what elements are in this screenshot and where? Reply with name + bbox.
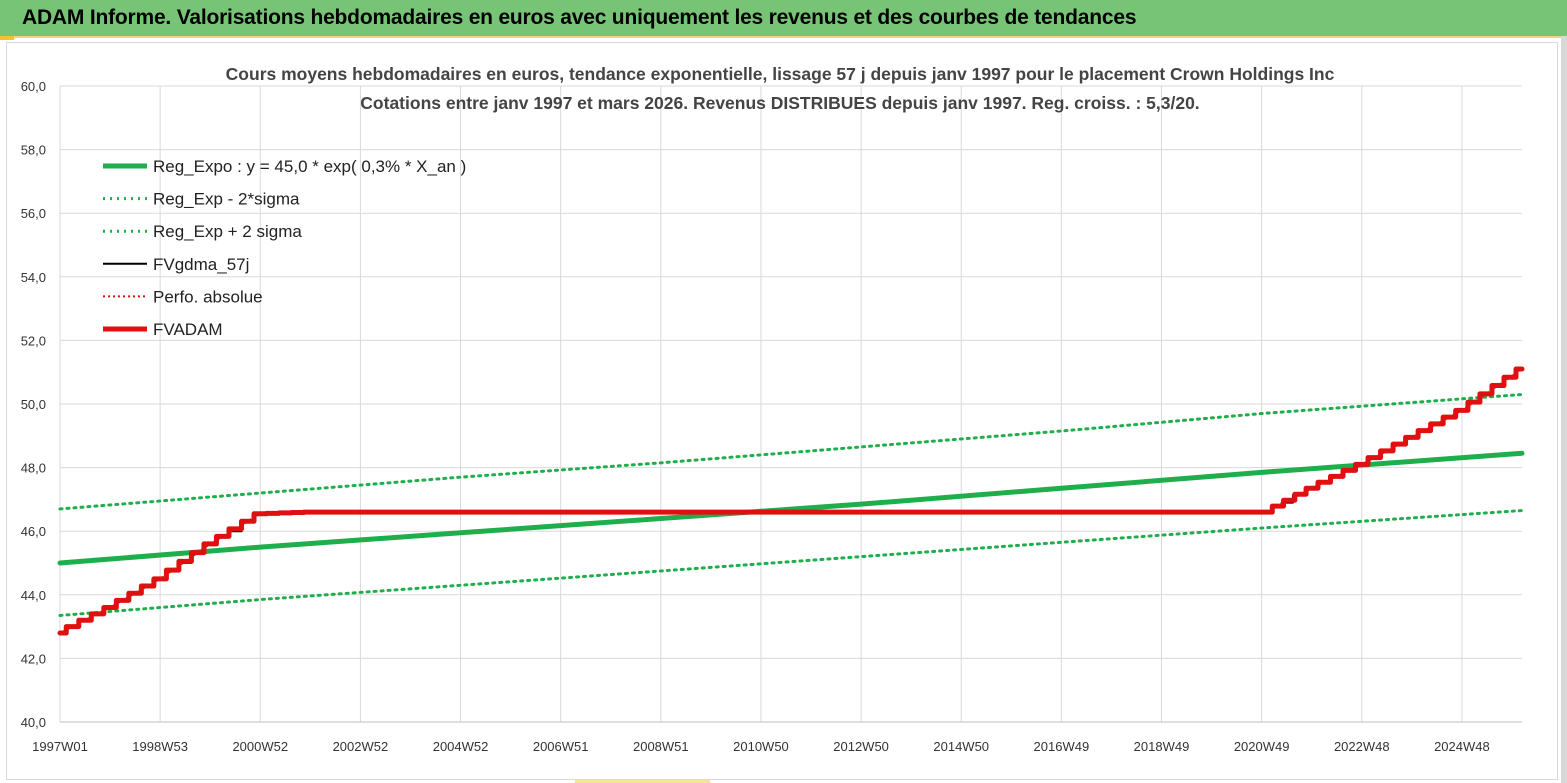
legend-label: Reg_Exp + 2 sigma — [153, 222, 302, 241]
legend-label: Reg_Exp - 2*sigma — [153, 190, 300, 209]
x-tick-label: 2016W49 — [1034, 739, 1090, 754]
series-line-3 — [59, 368, 1523, 634]
y-tick-label: 60,0 — [21, 79, 46, 94]
x-tick-label: 2006W51 — [533, 739, 589, 754]
series-line-0 — [57, 450, 1525, 566]
x-tick-label: 2018W49 — [1134, 739, 1190, 754]
chart-subtitle: Cotations entre janv 1997 et mars 2026. … — [360, 93, 1199, 113]
y-tick-label: 50,0 — [21, 397, 46, 412]
x-tick-label: 2010W50 — [733, 739, 789, 754]
chart-frame — [6, 42, 1558, 780]
series-line-5 — [57, 366, 1525, 636]
series-line-1 — [58, 509, 1524, 617]
x-tick-label: 1997W01 — [32, 739, 88, 754]
x-tick-label: 1998W53 — [132, 739, 188, 754]
chart-title: Cours moyens hebdomadaires en euros, ten… — [226, 64, 1335, 84]
x-tick-label: 2020W49 — [1234, 739, 1290, 754]
y-tick-label: 56,0 — [21, 206, 46, 221]
y-tick-label: 54,0 — [21, 270, 46, 285]
legend-label: FVADAM — [153, 320, 223, 339]
y-tick-label: 46,0 — [21, 524, 46, 539]
series — [57, 366, 1525, 636]
x-tick-label: 2000W52 — [232, 739, 288, 754]
x-tick-label: 2014W50 — [933, 739, 989, 754]
accent-bar-left — [0, 36, 14, 40]
y-tick-label: 40,0 — [21, 715, 46, 730]
y-tick-label: 48,0 — [21, 461, 46, 476]
series-line-2 — [58, 392, 1524, 511]
accent-bar-bottom — [575, 779, 710, 783]
legend-label: FVgdma_57j — [153, 255, 249, 274]
scrollbar-edge — [1561, 36, 1567, 783]
y-axis-ticks: 60,0 58,0 56,0 54,0 52,0 50,0 48,0 46,0 44,0 42,0… — [21, 79, 46, 730]
y-tick-label: 52,0 — [21, 333, 46, 348]
grid — [59, 85, 1522, 723]
x-tick-label: 2012W50 — [833, 739, 889, 754]
x-tick-label: 2022W48 — [1334, 739, 1390, 754]
report-banner: ADAM Informe. Valorisations hebdomadaire… — [0, 0, 1567, 38]
report-title: ADAM Informe. Valorisations hebdomadaire… — [22, 6, 1137, 29]
legend: Reg_Expo : y = 45,0 * exp( 0,3% * X_an )… — [103, 157, 466, 339]
y-tick-label: 44,0 — [21, 588, 46, 603]
x-tick-label: 2024W48 — [1434, 739, 1490, 754]
x-tick-label: 2002W52 — [333, 739, 389, 754]
legend-label: Perfo. absolue — [153, 287, 263, 306]
x-tick-label: 2008W51 — [633, 739, 689, 754]
y-tick-label: 42,0 — [21, 651, 46, 666]
x-axis-ticks: 1997W01 1998W53 2000W52 2002W52 2004W52 2006W… — [32, 739, 1490, 754]
x-tick-label: 2004W52 — [433, 739, 489, 754]
legend-label: Reg_Expo : y = 45,0 * exp( 0,3% * X_an ) — [153, 157, 466, 176]
series-line-4 — [59, 368, 1523, 634]
y-tick-label: 58,0 — [21, 143, 46, 158]
